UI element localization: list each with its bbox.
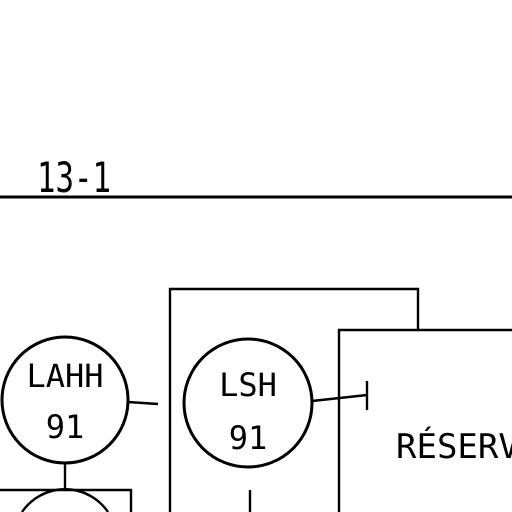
instrument-tag-lsh: LSH [219,366,277,404]
instrument-lsh[interactable]: LSH 91 [182,337,314,469]
instrument-lahh[interactable]: LAHH 91 [0,335,130,465]
enclosure-box [168,287,420,512]
instrument-number-lahh: 91 [46,408,85,446]
instrument-number-lsh: 91 [229,419,268,457]
connector-lahh-right [127,400,159,406]
line-label: 13-1 [37,153,111,202]
vessel-label: RÉSERVO [396,426,512,467]
instrument-bubble-lsh [182,337,314,469]
reservoir-vessel [337,328,512,512]
lower-circle-partial [21,488,109,512]
instrument-tag-lahh: LAHH [26,357,103,395]
lower-box-partial [0,488,133,512]
